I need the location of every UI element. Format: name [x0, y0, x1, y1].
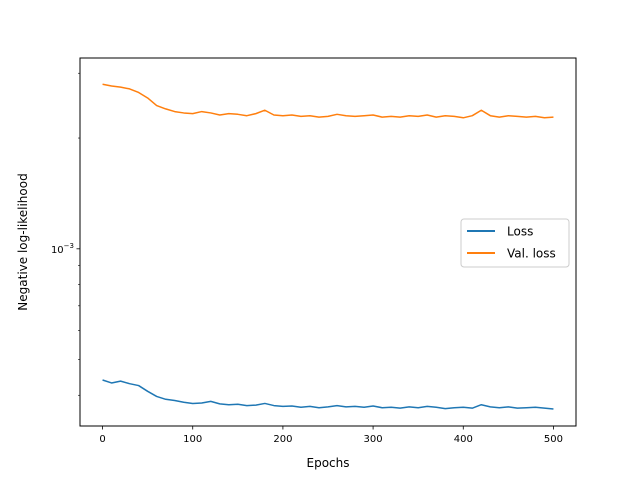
y-major-tick-label: 10−3	[51, 242, 74, 256]
x-tick-label: 500	[544, 434, 563, 445]
x-tick-label: 200	[273, 434, 292, 445]
series-line-loss	[102, 379, 554, 410]
series-layer	[102, 83, 554, 410]
x-tick-label: 100	[183, 434, 202, 445]
x-tick-label: 300	[364, 434, 383, 445]
legend: Loss Val. loss	[460, 218, 570, 268]
axes-frame	[79, 57, 577, 427]
x-axis-label: Epochs	[307, 456, 350, 470]
x-tick-label: 0	[99, 434, 105, 445]
legend-label-loss: Loss	[507, 225, 533, 239]
y-axis-ticks: 10−3	[51, 72, 80, 396]
legend-label-val-loss: Val. loss	[507, 247, 556, 261]
x-tick-label: 400	[454, 434, 473, 445]
y-axis-label: Negative log-likelihood	[16, 173, 30, 310]
series-line-val-loss	[102, 83, 554, 119]
x-axis-ticks: 0 100 200 300 400 500	[99, 426, 563, 445]
